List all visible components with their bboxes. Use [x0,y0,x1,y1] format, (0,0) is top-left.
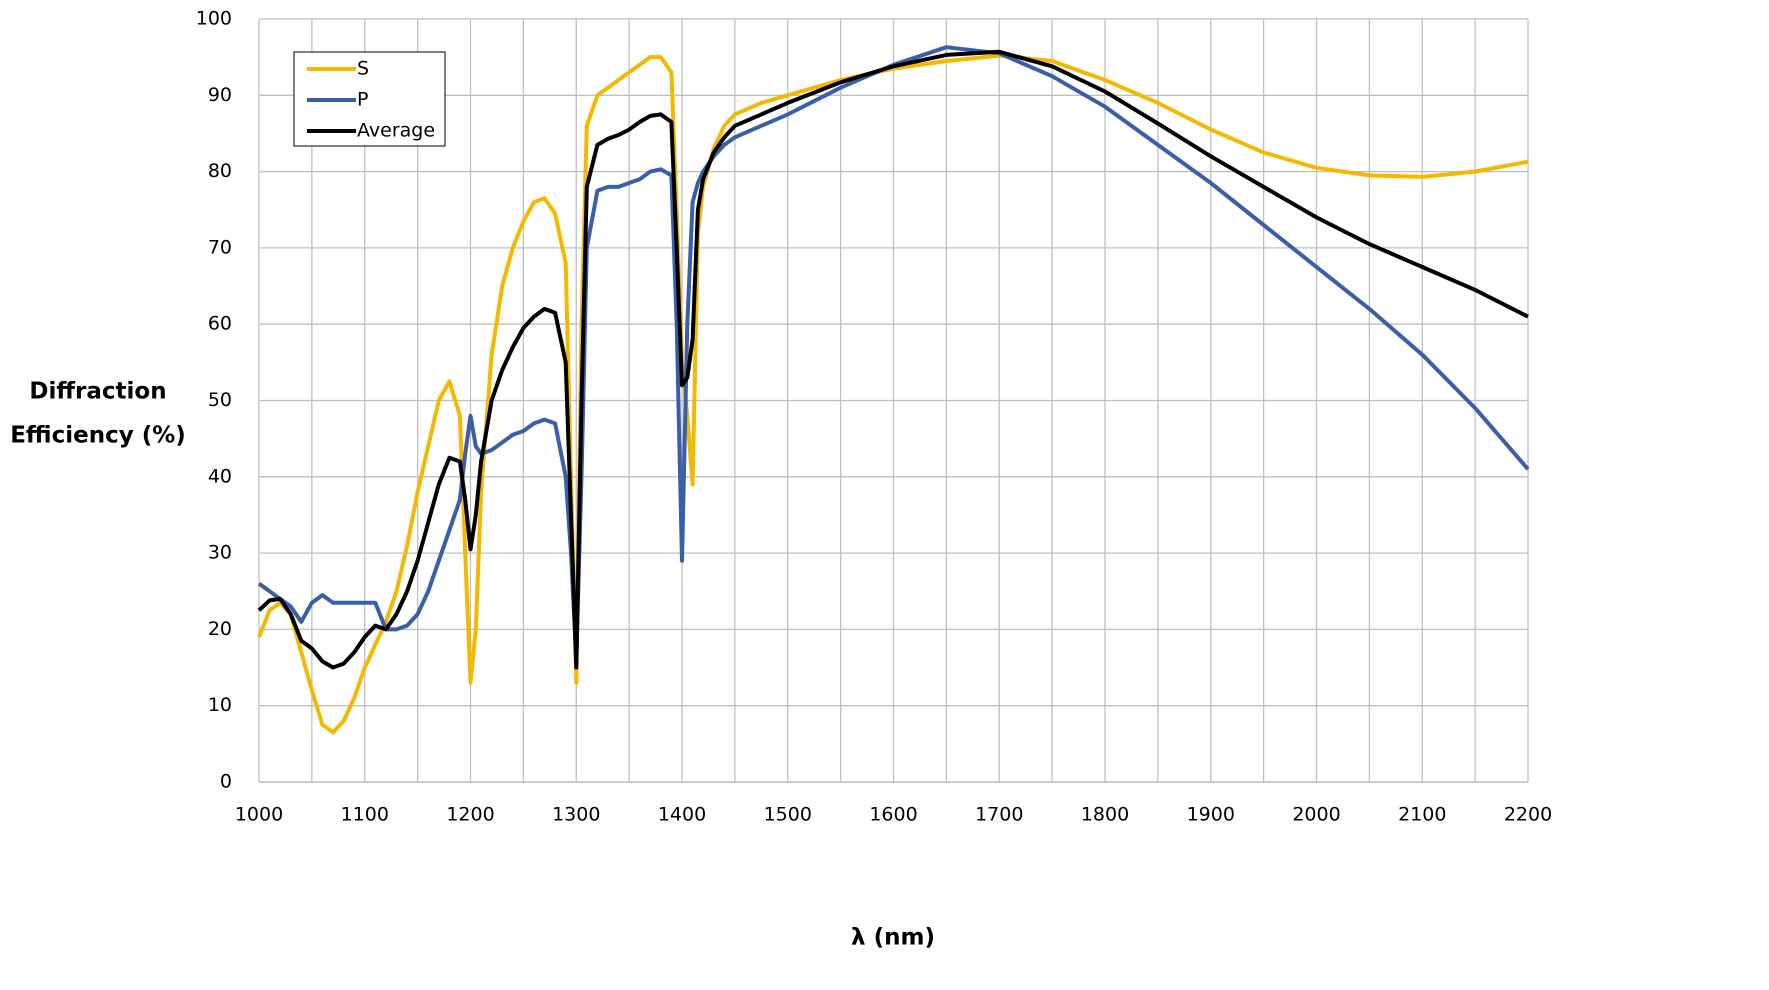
x-tick-label: 1400 [658,804,706,826]
y-axis-label: Efficiency (%) [10,423,186,449]
y-tick-label: 10 [208,694,232,716]
y-tick-label: 20 [208,618,232,640]
x-tick-label: 1800 [1081,804,1129,826]
legend-label: Average [357,120,435,142]
x-tick-label: 1300 [552,804,600,826]
x-tick-label: 1500 [764,804,812,826]
x-tick-label: 1700 [975,804,1023,826]
x-tick-label: 1000 [235,804,283,826]
x-axis-label: λ (nm) [851,925,935,951]
y-tick-label: 60 [208,313,232,335]
x-tick-label: 2100 [1398,804,1446,826]
y-tick-label: 100 [196,8,232,30]
y-tick-label: 90 [208,84,232,106]
x-tick-label: 1600 [869,804,917,826]
x-tick-label: 2200 [1504,804,1552,826]
y-axis-label: Diffraction [29,379,166,405]
y-tick-label: 30 [208,542,232,564]
legend-label: S [357,58,369,80]
y-tick-label: 80 [208,160,232,182]
y-tick-label: 0 [220,771,232,793]
x-tick-label: 1200 [446,804,494,826]
legend-label: P [357,89,368,111]
series-line [257,49,1529,670]
x-tick-label: 1100 [341,804,389,826]
y-tick-label: 50 [208,389,232,411]
x-tick-label: 2000 [1292,804,1340,826]
y-tick-label: 40 [208,465,232,487]
y-tick-label: 70 [208,236,232,258]
x-tick-label: 1900 [1187,804,1235,826]
